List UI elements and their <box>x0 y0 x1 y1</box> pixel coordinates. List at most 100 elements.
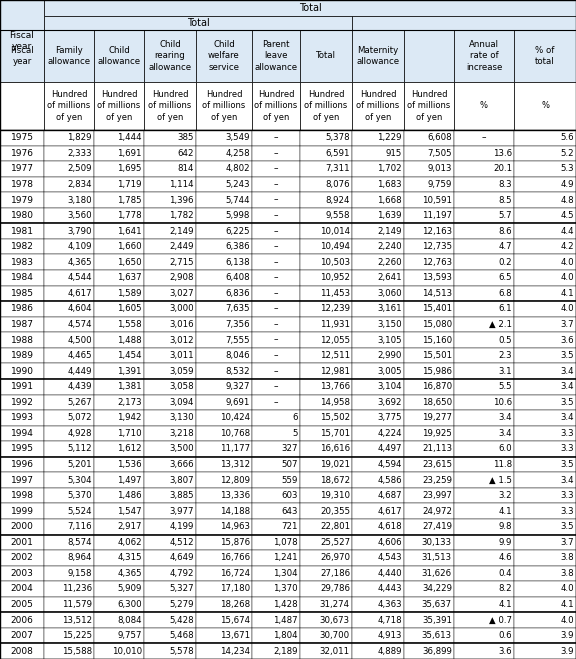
Bar <box>252 550 300 565</box>
Text: 11,236: 11,236 <box>62 585 92 594</box>
Text: 3,560: 3,560 <box>67 211 92 220</box>
Text: 5.3: 5.3 <box>560 164 574 173</box>
Text: 0.4: 0.4 <box>498 569 512 578</box>
Text: 34,229: 34,229 <box>422 585 452 594</box>
Text: 3.4: 3.4 <box>498 413 512 422</box>
Text: 6.1: 6.1 <box>498 304 512 314</box>
Text: 1,650: 1,650 <box>118 258 142 267</box>
Text: 5,370: 5,370 <box>67 491 92 500</box>
Bar <box>514 410 576 426</box>
Text: 4,443: 4,443 <box>377 585 402 594</box>
Bar <box>44 488 94 503</box>
Text: 2,240: 2,240 <box>377 243 402 251</box>
Bar <box>514 457 576 473</box>
Bar <box>352 332 404 348</box>
Text: 4,465: 4,465 <box>67 351 92 360</box>
Text: 3,059: 3,059 <box>169 366 194 376</box>
Bar <box>514 550 576 565</box>
Bar <box>0 30 44 82</box>
Bar <box>0 519 44 534</box>
Text: 6,591: 6,591 <box>325 149 350 158</box>
Text: 9,757: 9,757 <box>118 631 142 640</box>
Text: 1,497: 1,497 <box>118 476 142 484</box>
Text: 4,718: 4,718 <box>377 616 402 625</box>
Bar <box>44 348 94 363</box>
Bar <box>404 285 454 301</box>
Text: 5.5: 5.5 <box>498 382 512 391</box>
Text: 5.2: 5.2 <box>560 149 574 158</box>
Text: 8.6: 8.6 <box>498 227 512 236</box>
Text: 3,775: 3,775 <box>377 413 402 422</box>
Text: 31,626: 31,626 <box>422 569 452 578</box>
Text: 8.5: 8.5 <box>498 196 512 204</box>
Bar <box>352 301 404 317</box>
Text: %: % <box>541 101 549 111</box>
Bar <box>0 441 44 457</box>
Text: 4.9: 4.9 <box>560 180 574 189</box>
Bar <box>300 285 352 301</box>
Bar <box>252 519 300 534</box>
Text: 5,201: 5,201 <box>67 460 92 469</box>
Text: 3,161: 3,161 <box>377 304 402 314</box>
Bar <box>144 130 196 146</box>
Bar <box>300 395 352 410</box>
Text: 23,615: 23,615 <box>422 460 452 469</box>
Bar <box>252 379 300 395</box>
Text: 4,449: 4,449 <box>67 366 92 376</box>
Text: Hundred
of millions
of yen: Hundred of millions of yen <box>407 90 450 122</box>
Bar <box>352 597 404 612</box>
Bar <box>196 379 252 395</box>
Text: 1,304: 1,304 <box>274 569 298 578</box>
Bar <box>404 473 454 488</box>
Bar <box>94 146 144 161</box>
Text: Child
rearing
allowance: Child rearing allowance <box>149 40 192 72</box>
Text: 5,524: 5,524 <box>67 507 92 516</box>
Text: 4,315: 4,315 <box>118 554 142 562</box>
Bar <box>454 301 514 317</box>
Bar <box>196 581 252 597</box>
Bar <box>144 395 196 410</box>
Text: 3.9: 3.9 <box>560 631 574 640</box>
Bar <box>454 270 514 285</box>
Bar <box>514 643 576 659</box>
Bar <box>144 457 196 473</box>
Text: 18,268: 18,268 <box>220 600 250 609</box>
Text: 1976: 1976 <box>10 149 33 158</box>
Text: 4.0: 4.0 <box>560 258 574 267</box>
Text: 1983: 1983 <box>10 258 33 267</box>
Bar <box>404 643 454 659</box>
Text: 3,549: 3,549 <box>225 133 250 142</box>
Bar <box>404 550 454 565</box>
Text: 4,062: 4,062 <box>118 538 142 547</box>
Text: 13.6: 13.6 <box>493 149 512 158</box>
Bar <box>454 254 514 270</box>
Bar <box>404 395 454 410</box>
Text: 15,701: 15,701 <box>320 429 350 438</box>
Text: 7,116: 7,116 <box>67 522 92 531</box>
Bar <box>44 473 94 488</box>
Text: 2008: 2008 <box>10 646 33 656</box>
Bar <box>94 270 144 285</box>
Bar <box>352 208 404 223</box>
Text: 1982: 1982 <box>10 243 33 251</box>
Bar <box>0 82 44 130</box>
Text: 1,942: 1,942 <box>118 413 142 422</box>
Text: Hundred
of millions
of yen: Hundred of millions of yen <box>47 90 90 122</box>
Text: 1,114: 1,114 <box>169 180 194 189</box>
Bar <box>0 488 44 503</box>
Bar <box>196 161 252 177</box>
Bar <box>44 441 94 457</box>
Text: 2007: 2007 <box>10 631 33 640</box>
Text: 14,963: 14,963 <box>220 522 250 531</box>
Bar <box>196 317 252 332</box>
Text: 20.1: 20.1 <box>493 164 512 173</box>
Bar <box>0 239 44 254</box>
Text: 1997: 1997 <box>10 476 33 484</box>
Bar <box>196 30 252 82</box>
Bar <box>94 379 144 395</box>
Bar <box>300 628 352 643</box>
Bar <box>454 581 514 597</box>
Text: 721: 721 <box>282 522 298 531</box>
Bar <box>94 177 144 192</box>
Bar <box>144 223 196 239</box>
